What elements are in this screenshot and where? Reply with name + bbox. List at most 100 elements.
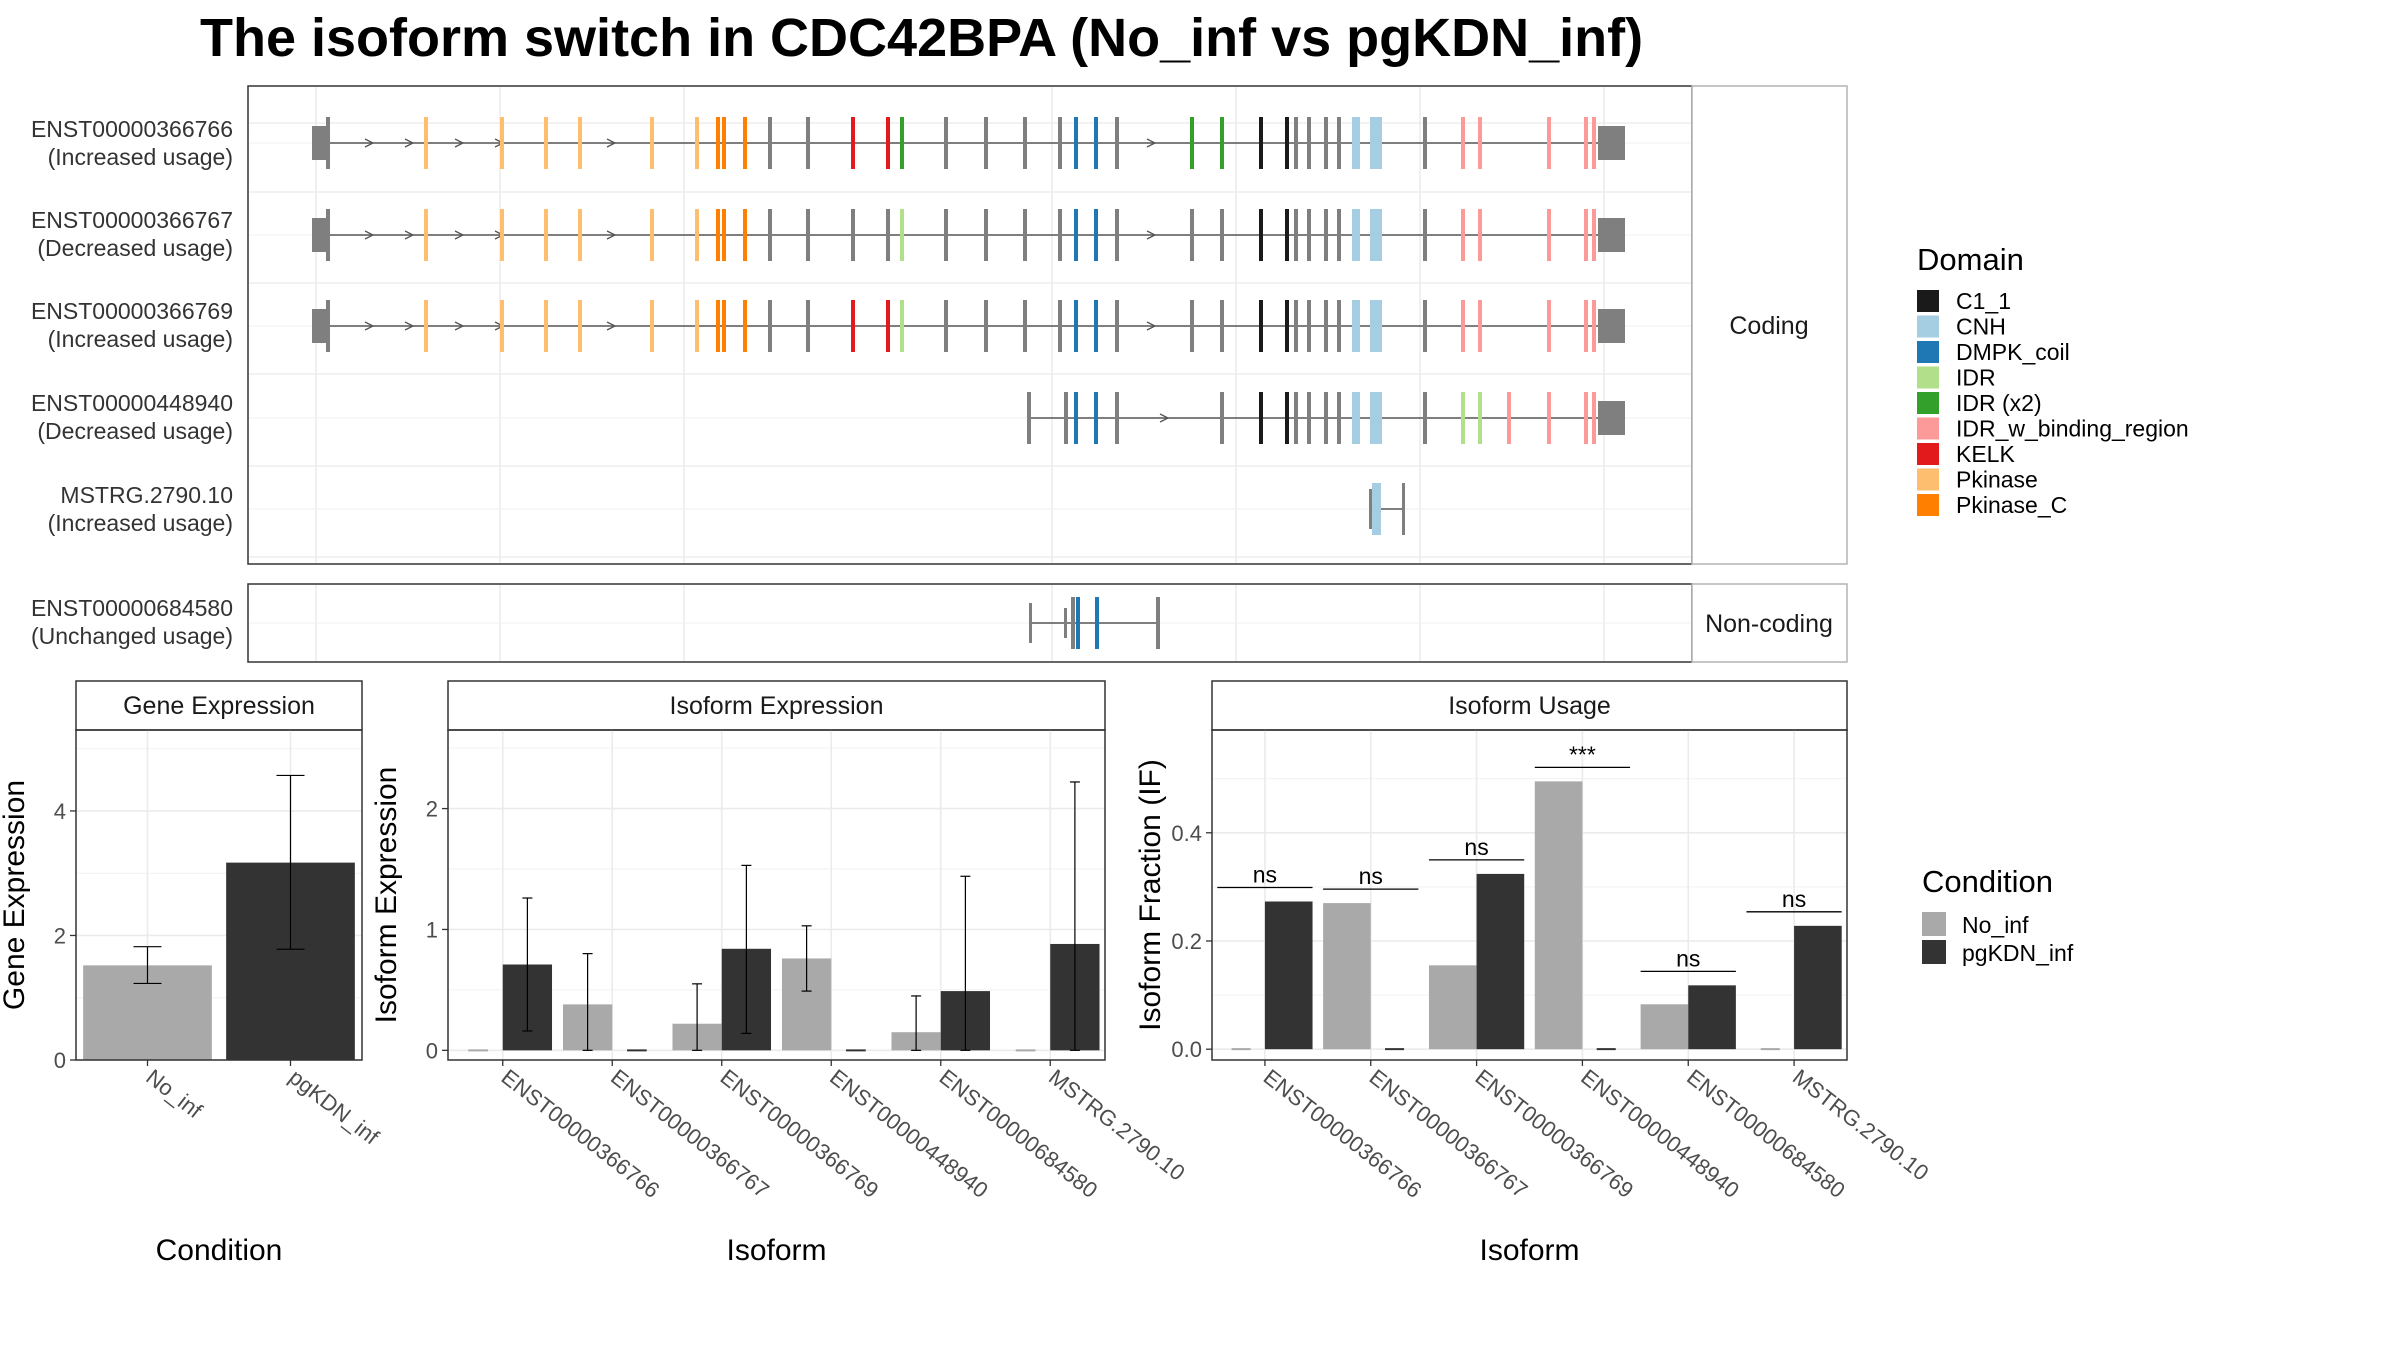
bar	[1688, 985, 1736, 1050]
exon	[944, 300, 948, 352]
utr-exon	[312, 309, 328, 343]
legend-swatch	[1917, 315, 1939, 338]
exon	[1592, 209, 1596, 261]
y-tick-label: 4	[54, 799, 66, 824]
direction-arrow	[364, 138, 375, 148]
exon	[1220, 209, 1224, 261]
exon	[886, 117, 890, 169]
exon	[1094, 117, 1098, 169]
exon	[1374, 392, 1382, 444]
y-tick-label: 1	[426, 917, 438, 942]
coding-panel-border	[247, 85, 1693, 565]
legend-label: KELK	[1956, 441, 2015, 467]
exon	[1094, 300, 1098, 352]
direction-arrow	[454, 230, 465, 240]
legend-swatch	[1917, 366, 1939, 389]
exon	[1115, 117, 1119, 169]
exon	[1190, 209, 1194, 261]
exon	[544, 117, 548, 169]
exon	[1190, 300, 1194, 352]
exon	[544, 300, 548, 352]
exon	[806, 117, 810, 169]
exon	[1423, 209, 1427, 261]
direction-arrow	[404, 230, 415, 240]
exon	[1285, 117, 1289, 169]
direction-arrow	[364, 321, 375, 331]
exon	[1547, 300, 1551, 352]
bar	[1534, 781, 1583, 1050]
exon	[743, 300, 747, 352]
y-tick-label: 2	[54, 923, 66, 948]
exon	[1259, 392, 1263, 444]
panel-strip	[75, 680, 363, 731]
exon	[544, 209, 548, 261]
exon	[851, 117, 855, 169]
exon	[1423, 117, 1427, 169]
exon	[1324, 117, 1328, 169]
legend-label: No_inf	[1962, 912, 2029, 938]
row-label-id: ENST00000366766	[31, 116, 233, 142]
exon	[806, 300, 810, 352]
exon	[1324, 300, 1328, 352]
panel-strip-title: Gene Expression	[123, 692, 315, 720]
legend-label: Pkinase_C	[1956, 492, 2067, 518]
significance-label: ns	[1359, 863, 1383, 889]
exon	[500, 117, 504, 169]
exon	[1220, 300, 1224, 352]
exon	[650, 117, 654, 169]
y-tick-label: 0.2	[1171, 929, 1202, 954]
exon	[1461, 117, 1465, 169]
exon	[984, 117, 988, 169]
noncoding-strip-label: Non-coding	[1705, 610, 1833, 638]
legend-swatch	[1917, 341, 1939, 363]
direction-arrow	[454, 321, 465, 331]
exon	[1352, 117, 1360, 169]
x-tick-label: pgKDN_inf	[284, 1064, 384, 1150]
exon	[1461, 209, 1465, 261]
exon	[1337, 300, 1341, 352]
exon	[768, 117, 772, 169]
panel-strip-title: Isoform Usage	[1448, 692, 1611, 720]
exon	[1324, 209, 1328, 261]
exon	[695, 117, 699, 169]
exon	[1461, 392, 1465, 444]
bar	[1640, 1004, 1689, 1050]
exon	[1307, 392, 1311, 444]
exon	[768, 300, 772, 352]
exon	[806, 209, 810, 261]
exon	[424, 209, 428, 261]
row-label-usage: (Decreased usage)	[37, 235, 233, 261]
exon	[900, 117, 904, 169]
exon	[1294, 392, 1298, 444]
exon	[1592, 300, 1596, 352]
row-label-usage: (Unchanged usage)	[31, 623, 233, 649]
row-label-id: ENST00000448940	[31, 390, 233, 416]
transcript-row	[312, 300, 1625, 352]
exon	[1259, 300, 1263, 352]
row-label-id: ENST00000366767	[31, 207, 233, 233]
exon	[768, 209, 772, 261]
transcript-row	[312, 117, 1625, 169]
exon	[1478, 300, 1482, 352]
transcript-structure-panel: Coding Non-coding ENST00000366766 (Incre…	[31, 85, 1848, 663]
exon	[1402, 483, 1405, 535]
exon	[1584, 392, 1588, 444]
exon	[743, 209, 747, 261]
legend-swatch	[1922, 912, 1946, 936]
significance-label: ns	[1464, 834, 1488, 860]
exon	[944, 117, 948, 169]
isoform-expression-panel: Isoform Expression012ENST00000366766ENST…	[370, 680, 1190, 1267]
utr-exon	[1598, 126, 1625, 160]
legend-label: Pkinase	[1956, 467, 2038, 493]
exon	[1584, 117, 1588, 169]
exon	[1023, 209, 1027, 261]
exon	[424, 300, 428, 352]
exon	[1337, 392, 1341, 444]
exon	[1547, 392, 1551, 444]
exon	[1285, 392, 1289, 444]
exon	[886, 300, 890, 352]
exon	[1294, 300, 1298, 352]
exon	[1547, 117, 1551, 169]
